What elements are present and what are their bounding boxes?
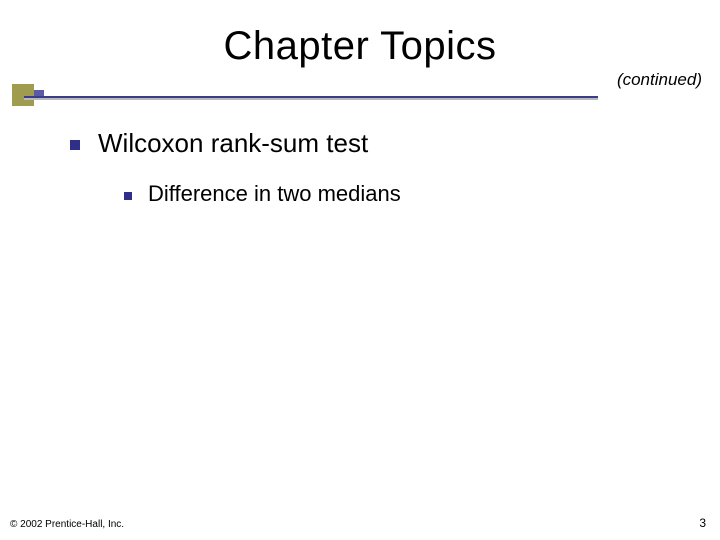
square-bullet-icon (124, 192, 132, 200)
slide: Chapter Topics (continued) Wilcoxon rank… (0, 0, 720, 540)
slide-title: Chapter Topics (223, 24, 496, 68)
bullet-level1-text: Wilcoxon rank-sum test (98, 128, 368, 159)
square-bullet-icon (70, 140, 80, 150)
accent-square-icon (12, 84, 34, 106)
page-number: 3 (699, 516, 706, 530)
slide-body: Wilcoxon rank-sum test Difference in two… (70, 128, 670, 225)
title-area: Chapter Topics (0, 24, 720, 69)
bullet-level1: Wilcoxon rank-sum test (70, 128, 670, 159)
copyright-text: © 2002 Prentice-Hall, Inc. (10, 519, 124, 530)
title-rule-shadow (24, 98, 598, 100)
continued-label: (continued) (617, 70, 702, 90)
bullet-level2: Difference in two medians (124, 181, 670, 207)
bullet-level2-text: Difference in two medians (148, 181, 401, 207)
